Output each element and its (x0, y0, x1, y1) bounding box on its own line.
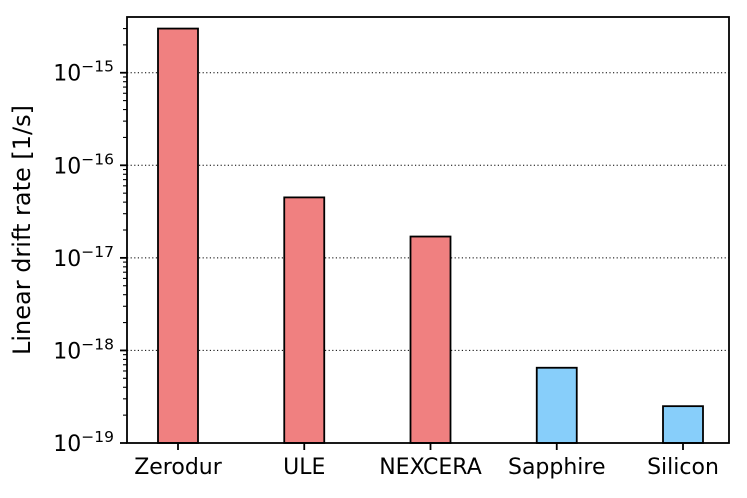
y-axis-label: Linear drift rate [1/s] (8, 105, 36, 355)
x-tick-label: NEXCERA (379, 455, 482, 480)
y-tick-label: 10−15 (53, 58, 114, 87)
y-tick-label: 10−19 (53, 428, 114, 457)
y-tick-label: 10−18 (53, 335, 114, 364)
bar-sapphire (535, 366, 578, 444)
x-tick-label: Silicon (647, 455, 719, 480)
bar-zerodur (157, 27, 199, 444)
x-tick-label: ULE (283, 455, 325, 480)
y-tick-label: 10−17 (53, 243, 114, 272)
bar-ule (283, 196, 326, 444)
bar-silicon (662, 405, 704, 444)
y-tick-label: 10−16 (53, 150, 114, 179)
x-tick-label: Zerodur (134, 455, 223, 480)
bars-layer (157, 27, 704, 444)
axes-layer (120, 16, 730, 450)
tick-labels-layer: 10−15 10−16 10−17 10−18 10−19 Zerodur ULE NEXCE… (53, 58, 719, 480)
x-tick-label: Sapphire (508, 455, 606, 480)
bar-nexcera (409, 235, 452, 444)
